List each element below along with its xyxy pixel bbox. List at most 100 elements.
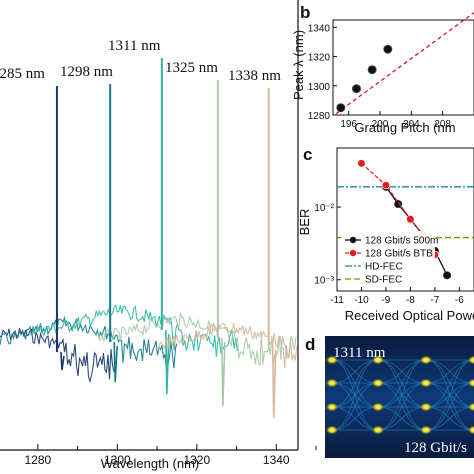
panel-b-frame <box>332 19 474 116</box>
eye-level-dot <box>467 355 474 365</box>
x-tick-label: -10 <box>354 295 369 306</box>
eye-trace <box>377 359 427 431</box>
panel-label-d: d <box>305 335 315 354</box>
ber-legend: 128 Gbit/s 500m 128 Gbit/s BTB HD-FEC SD-FE… <box>341 231 438 287</box>
peak-label: 1325 nm <box>165 60 218 76</box>
spectrum-x-label: Wavelength (nm) <box>101 456 200 471</box>
eye-diagram-background <box>325 336 474 458</box>
spectrum-traces <box>0 304 298 419</box>
panel-b-ticks: 1280 1300 1320 1340 196 200 204 208 <box>308 23 452 130</box>
x-tick-label: 1320 <box>183 453 210 467</box>
peak-label: 1298 nm <box>60 64 113 80</box>
legend-label: 128 Gbit/s BTB <box>365 249 433 260</box>
eye-diagram-panel: d 1311 nm 128 Gbit/s <box>305 335 474 458</box>
x-tick-label: 1300 <box>104 453 131 467</box>
eye-level-dot <box>325 355 339 365</box>
spectrum-x-ticks: 1280 1300 1320 1340 <box>25 444 317 467</box>
peak-vs-pitch-panel: b 1280 1300 1320 1340 196 200 204 208 Peak λ (n… <box>291 3 474 135</box>
eye-level-dot <box>419 425 433 435</box>
eye-trace <box>425 359 474 431</box>
x-tick-label: 196 <box>340 119 357 130</box>
eye-level-dot <box>371 355 385 365</box>
eye-wavelength-label: 1311 nm <box>333 345 386 361</box>
ber-point <box>357 159 366 168</box>
linear-fit-line <box>335 12 474 115</box>
panel-c-y-label: BER <box>297 209 312 236</box>
y-tick-label: 10⁻³ <box>314 276 334 287</box>
eye-trace <box>331 359 379 431</box>
ber-point <box>394 199 403 209</box>
data-point <box>336 103 346 113</box>
y-tick-label: 10⁻² <box>314 203 334 214</box>
spectrum-dip <box>113 341 118 383</box>
x-tick-label: 200 <box>372 119 389 130</box>
spectrum-peaks <box>55 58 270 352</box>
x-tick-label: -6 <box>455 295 464 306</box>
eye-pattern <box>325 355 474 435</box>
eye-level-dot <box>419 378 433 388</box>
eye-level-dot <box>467 378 474 388</box>
x-tick-label: 208 <box>434 119 451 130</box>
x-tick-label: -9 <box>381 295 390 306</box>
spectrum-panel: 1280 1300 1320 1340 Wavelength (nm) 1285 nm… <box>0 0 317 471</box>
ber-point <box>381 181 391 190</box>
ber-point <box>442 271 452 280</box>
spectrum-trace <box>0 315 178 373</box>
spectrum-trace <box>97 312 297 366</box>
panel-b-x-label: Grating Pitch (nm <box>354 120 455 135</box>
eye-level-dot <box>419 355 433 365</box>
peak-label: 1338 nm <box>228 68 281 84</box>
panel-b-y-label: Peak λ (nm) <box>291 30 306 100</box>
x-tick-label: -8 <box>406 295 415 306</box>
eye-level-dot <box>371 425 385 435</box>
spectrum-dip <box>271 345 277 419</box>
legend-marker <box>349 249 357 257</box>
peak-label: 1311 nm <box>108 38 161 54</box>
eye-level-dot <box>371 378 385 388</box>
legend-label: HD-FEC <box>365 262 403 273</box>
spectrum-trace <box>158 322 298 369</box>
spectrum-dip <box>221 337 226 407</box>
panel-label-b: b <box>300 3 310 22</box>
legend-label: 128 Gbit/s 500m <box>365 236 438 247</box>
spectrum-dip <box>60 351 65 371</box>
panel-c-frame <box>336 147 474 292</box>
eye-level-dot <box>371 402 385 412</box>
eye-level-dot <box>325 402 339 412</box>
panel-label-c: c <box>303 145 312 164</box>
y-tick-label: 1340 <box>308 23 331 34</box>
spectrum-dip <box>165 329 170 395</box>
y-tick-label: 1300 <box>308 82 331 93</box>
y-tick-label: 1320 <box>308 53 331 64</box>
legend-label: SD-FEC <box>365 275 402 286</box>
eye-level-dot <box>467 402 474 412</box>
eye-level-dot <box>325 378 339 388</box>
peak-label: 1285 nm <box>0 66 45 82</box>
eye-trace <box>377 359 427 431</box>
y-tick-label: 1280 <box>308 111 331 122</box>
x-tick-label: -11 <box>330 295 344 306</box>
eye-trace <box>331 359 379 431</box>
x-tick-label: 204 <box>403 119 420 130</box>
panel-b-points <box>336 44 393 113</box>
eye-level-dot <box>325 425 339 435</box>
x-tick-label: 1340 <box>263 453 290 467</box>
legend-marker <box>349 236 357 244</box>
ber-panel: c -11 -10 -9 -8 -7 -6 10⁻³ 10⁻² BER Received Op… <box>297 145 474 323</box>
eye-trace <box>425 359 474 431</box>
data-point <box>367 65 377 75</box>
data-point <box>383 44 393 54</box>
eye-level-dot <box>419 402 433 412</box>
x-tick-label: -7 <box>430 295 439 306</box>
panel-c-ticks: -11 -10 -9 -8 -7 -6 10⁻³ 10⁻² <box>314 203 464 306</box>
panel-c-x-label: Received Optical Powe <box>345 308 474 323</box>
spectrum-trace <box>31 304 238 358</box>
data-point <box>352 84 361 94</box>
spectrum-axes <box>0 0 299 451</box>
eye-level-dot <box>467 425 474 435</box>
eye-rate-label: 128 Gbit/s <box>404 440 467 456</box>
ber-point <box>406 215 415 224</box>
x-tick-label: 1280 <box>25 453 52 467</box>
